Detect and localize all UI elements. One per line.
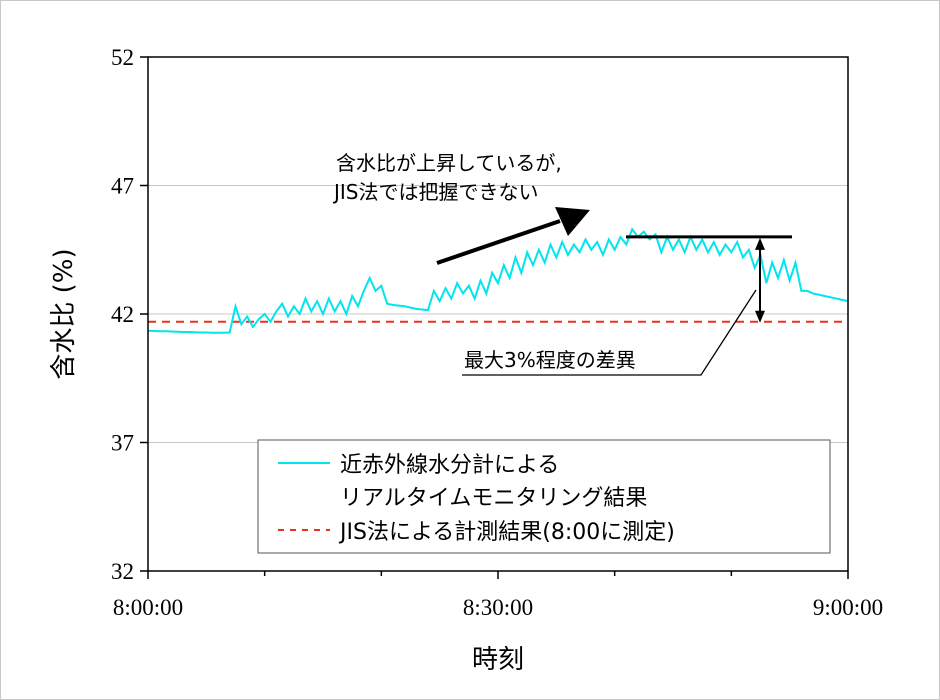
x-tick-label: 8:00:00 (113, 595, 183, 620)
difference-note: 最大3%程度の差異 (464, 348, 636, 372)
rise-arrow-shaft (436, 219, 561, 265)
x-tick-labels: 8:00:00 8:30:00 9:00:00 (113, 595, 883, 620)
y-tick-label: 32 (111, 559, 134, 584)
y-tick-label: 47 (111, 174, 134, 199)
y-tick-label: 52 (111, 45, 134, 70)
axis-ticks (140, 56, 849, 579)
arrow-up-icon (755, 237, 765, 250)
legend-label-nir-line1: 近赤外線水分計による (340, 453, 559, 478)
x-tick-label: 9:00:00 (813, 595, 883, 620)
grid-lines (148, 185, 848, 443)
legend: 近赤外線水分計による リアルタイムモニタリング結果 JIS法による計測結果(8:… (257, 439, 831, 554)
rise-note-line1: 含水比が上昇しているが, (336, 151, 562, 175)
x-tick-label: 8:30:00 (463, 595, 533, 620)
arrow-down-icon (755, 310, 765, 323)
y-tick-label: 37 (111, 431, 134, 456)
y-axis-label: 含水比 (%) (49, 248, 79, 379)
y-tick-label: 42 (111, 302, 134, 327)
rise-note-line2: JIS法では把握できない (332, 180, 539, 204)
y-tick-labels: 32 37 42 47 52 (111, 45, 134, 584)
legend-label-jis: JIS法による計測結果(8:00に測定) (338, 520, 675, 545)
nir-series-line (148, 227, 848, 334)
legend-label-nir-line2: リアルタイムモニタリング結果 (340, 486, 647, 511)
rise-arrow-head-icon (555, 207, 590, 236)
x-axis-label: 時刻 (472, 645, 524, 675)
difference-leader-line (462, 289, 757, 376)
